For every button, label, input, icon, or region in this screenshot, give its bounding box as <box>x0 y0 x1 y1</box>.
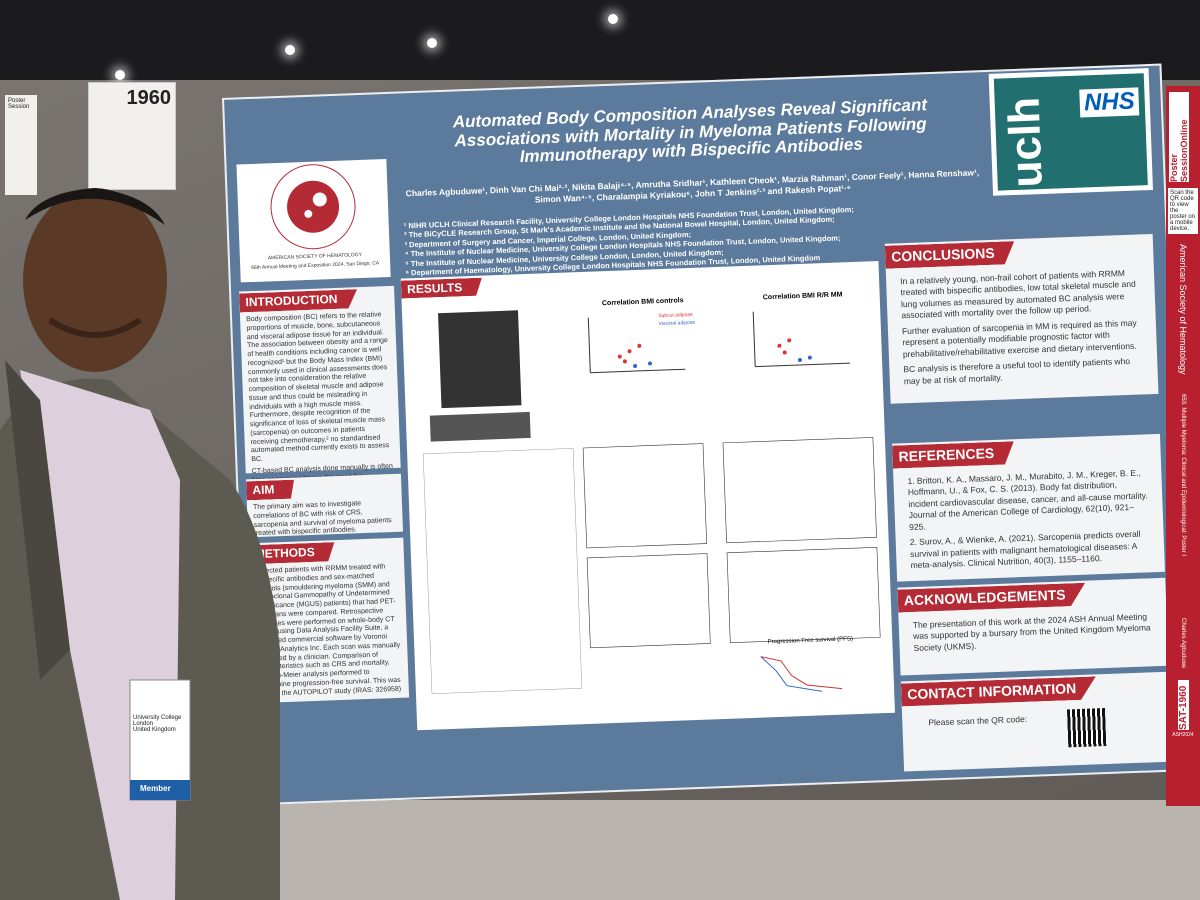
board-sign: 1960 <box>88 82 176 190</box>
paragraph: Further evaluation of sarcopenia in MM i… <box>901 317 1137 359</box>
section-heading: REFERENCES <box>892 441 1014 468</box>
legend-label: Visceral adipose <box>658 320 695 327</box>
results-figures: Correlation BMI controls Correlation BMI… <box>422 291 881 694</box>
badge: University College London United Kingdom <box>133 715 187 733</box>
logo-field: uclh NHS <box>993 73 1148 191</box>
badge-institution: University College London <box>133 715 182 727</box>
tag: ASH2024 <box>1172 732 1194 738</box>
light <box>285 45 295 55</box>
nhs-logo: NHS <box>1079 87 1140 118</box>
reference: 2. Surov, A., & Wienke, A. (2021). Sarco… <box>909 528 1141 571</box>
section-heading: CONTACT INFORMATION <box>901 676 1097 706</box>
acknowledgements: ACKNOWLEDGEMENTS The presentation of thi… <box>897 577 1169 676</box>
side-banner: Poster SessionOnline Scan the QR code to… <box>1166 86 1200 806</box>
presenter-photo <box>0 188 280 900</box>
logo-text: uclh <box>999 96 1052 189</box>
paragraph: The presentation of this work at the 202… <box>912 611 1151 653</box>
board-code: SAT-1960 <box>1177 680 1189 730</box>
poster-title: Automated Body Composition Analyses Reve… <box>452 95 928 167</box>
floor <box>220 800 1200 900</box>
section-heading: ACKNOWLEDGEMENTS <box>897 583 1085 613</box>
legend-label: Subcut adipose <box>658 312 693 319</box>
chart-title: Correlation BMI R/R MM <box>763 291 843 301</box>
badge-status: Member <box>140 784 171 793</box>
contact: CONTACT INFORMATION Please scan the QR c… <box>900 671 1172 772</box>
paragraph: Please scan the QR code: <box>928 713 1028 728</box>
ash-emblem <box>270 164 356 250</box>
poster: AMERICAN SOCIETY OF HEMATOLOGY 66th Annu… <box>222 63 1188 806</box>
uclh-logo: uclh NHS <box>988 68 1153 196</box>
conclusions: CONCLUSIONS In a relatively young, non-f… <box>884 233 1159 404</box>
light <box>427 38 437 48</box>
board-header: Poster Session <box>8 98 30 110</box>
reference: 1. Britton, K. A., Massaro, J. M., Murab… <box>907 467 1148 532</box>
ash-logo: AMERICAN SOCIETY OF HEMATOLOGY 66th Annu… <box>236 159 391 283</box>
session: 653. Multiple Myeloma: Clinical and Epid… <box>1180 394 1186 557</box>
ceiling <box>0 0 1200 80</box>
light <box>608 14 618 24</box>
section-heading: RESULTS <box>401 278 483 299</box>
chart-title: Correlation BMI controls <box>602 297 684 307</box>
board-number: 1960 <box>126 87 172 109</box>
society: American Society of Hematology <box>1178 244 1188 375</box>
section-heading: CONCLUSIONS <box>885 241 1015 269</box>
results: RESULTS Correlation BMI controls Correla… <box>400 261 895 731</box>
light <box>115 70 125 80</box>
qr-note: Scan the QR code to view the poster on a… <box>1168 188 1198 234</box>
paragraph: BC analysis is therefore a useful tool t… <box>903 356 1131 386</box>
references: REFERENCES 1. Britton, K. A., Massaro, J… <box>892 433 1165 582</box>
paragraph: In a relatively young, non-frail cohort … <box>899 267 1136 321</box>
badge-country: United Kingdom <box>133 727 176 733</box>
brand: Poster SessionOnline <box>1169 92 1189 182</box>
presenter: Charles Agbuduwe <box>1180 618 1186 669</box>
qr-code <box>1066 708 1107 748</box>
chart-title: Progression Free survival (PFS) <box>768 636 854 645</box>
neighbor-board: Poster Session <box>5 95 37 195</box>
